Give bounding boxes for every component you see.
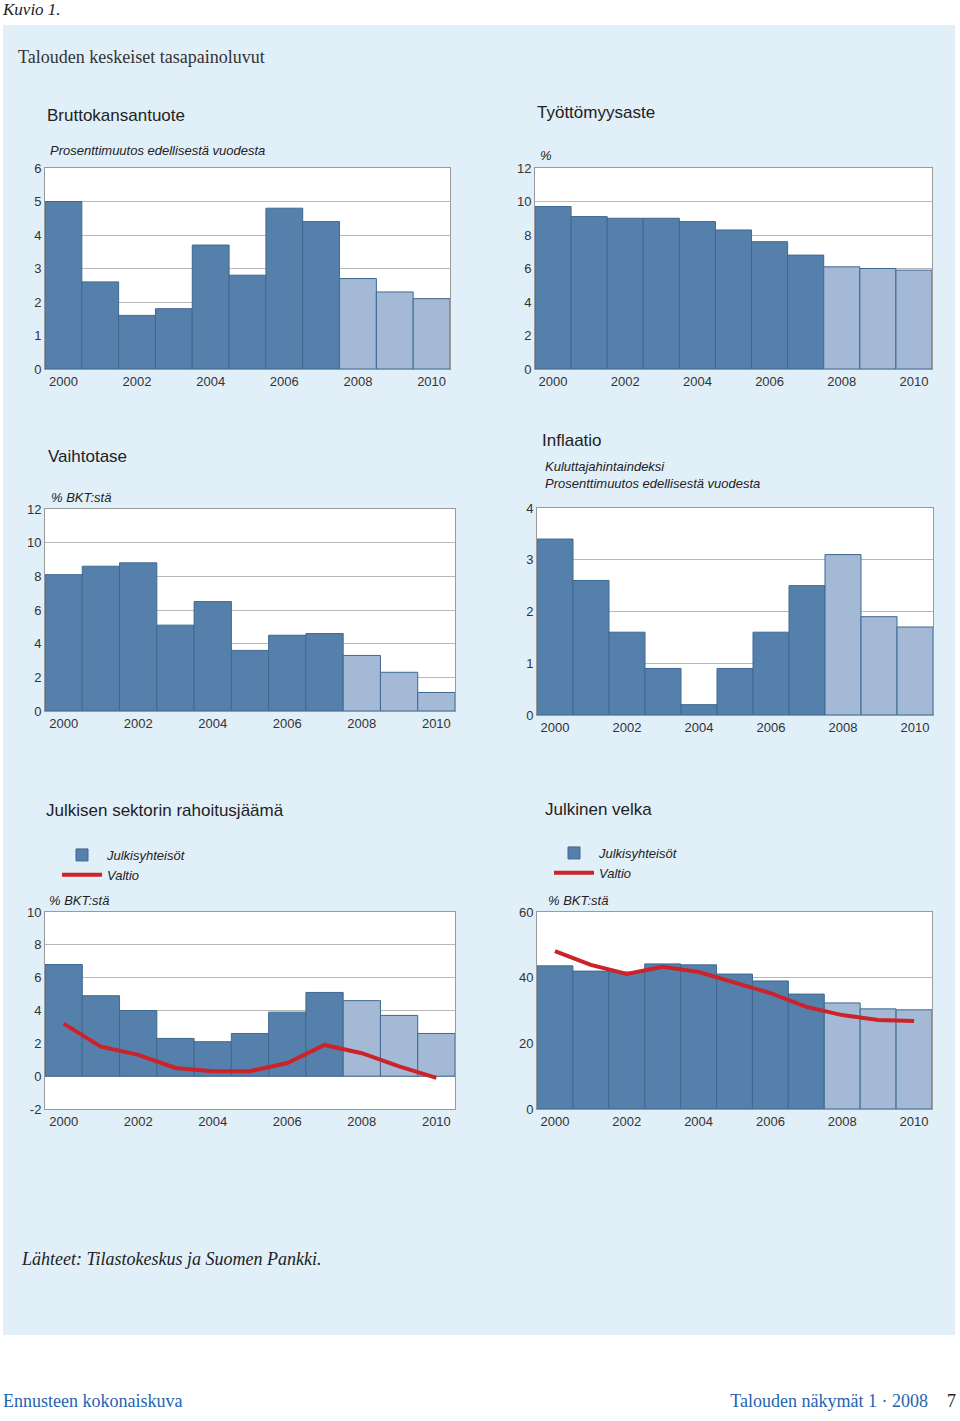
svg-text:4: 4 — [34, 228, 41, 243]
svg-text:2000: 2000 — [49, 374, 78, 389]
svg-text:Julkisyhteisöt: Julkisyhteisöt — [598, 846, 678, 861]
svg-text:% BKT:stä: % BKT:stä — [49, 893, 109, 908]
svg-text:KuluttajahintaindeksiProsentti: KuluttajahintaindeksiProsenttimuutos ede… — [545, 459, 760, 491]
svg-text:2008: 2008 — [829, 720, 858, 735]
svg-text:2006: 2006 — [757, 720, 786, 735]
html-text:Kuvio 1.: Kuvio 1. — [3, 0, 61, 19]
svg-text:10: 10 — [27, 905, 41, 920]
svg-text:2002: 2002 — [611, 374, 640, 389]
svg-text:2008: 2008 — [347, 716, 376, 731]
svg-text:6: 6 — [34, 970, 41, 985]
svg-text:6: 6 — [524, 261, 531, 276]
svg-text:2008: 2008 — [828, 1114, 857, 1129]
svg-text:% BKT:stä: % BKT:stä — [548, 893, 608, 908]
html-text:7: 7 — [947, 1391, 956, 1411]
svg-text:12: 12 — [517, 161, 531, 176]
svg-text:8: 8 — [34, 937, 41, 952]
svg-text:2000: 2000 — [49, 1114, 78, 1129]
svg-text:6: 6 — [34, 603, 41, 618]
svg-text:2010: 2010 — [899, 374, 928, 389]
svg-text:2: 2 — [526, 604, 533, 619]
svg-text:Prosenttimuutos edellisestä vu: Prosenttimuutos edellisestä vuodesta — [50, 143, 265, 158]
svg-text:%: % — [540, 148, 552, 163]
svg-text:0: 0 — [34, 1069, 41, 1084]
svg-text:Julkinen velka: Julkinen velka — [545, 800, 652, 819]
svg-text:12: 12 — [27, 502, 41, 517]
svg-text:10: 10 — [517, 194, 531, 209]
svg-text:2006: 2006 — [273, 1114, 302, 1129]
html-text:Ennusteen kokonaiskuva: Ennusteen kokonaiskuva — [3, 1391, 183, 1411]
svg-text:6: 6 — [34, 161, 41, 176]
html-text:Talouden keskeiset tasapainolu: Talouden keskeiset tasapainoluvut — [18, 47, 265, 67]
svg-text:4: 4 — [34, 636, 41, 651]
svg-text:2004: 2004 — [198, 1114, 227, 1129]
svg-text:40: 40 — [519, 970, 533, 985]
svg-text:2004: 2004 — [196, 374, 225, 389]
svg-text:2010: 2010 — [417, 374, 446, 389]
svg-text:10: 10 — [27, 535, 41, 550]
svg-text:2004: 2004 — [198, 716, 227, 731]
svg-text:2010: 2010 — [901, 720, 930, 735]
svg-text:20: 20 — [519, 1036, 533, 1051]
svg-text:5: 5 — [34, 194, 41, 209]
svg-text:2006: 2006 — [756, 1114, 785, 1129]
svg-text:2008: 2008 — [827, 374, 856, 389]
html-text:Lähteet: Tilastokeskus ja Suom: Lähteet: Tilastokeskus ja Suomen Pankki. — [22, 1249, 322, 1269]
svg-text:2002: 2002 — [612, 1114, 641, 1129]
svg-text:1: 1 — [34, 328, 41, 343]
svg-text:2000: 2000 — [539, 374, 568, 389]
svg-text:Julkisyhteisöt: Julkisyhteisöt — [106, 848, 186, 863]
svg-text:2: 2 — [524, 328, 531, 343]
svg-text:2002: 2002 — [123, 374, 152, 389]
svg-text:2006: 2006 — [755, 374, 784, 389]
svg-text:2: 2 — [34, 670, 41, 685]
svg-text:2006: 2006 — [273, 716, 302, 731]
svg-text:2004: 2004 — [684, 1114, 713, 1129]
svg-text:2000: 2000 — [540, 1114, 569, 1129]
svg-text:2010: 2010 — [900, 1114, 929, 1129]
svg-text:0: 0 — [524, 362, 531, 377]
svg-text:2008: 2008 — [347, 1114, 376, 1129]
svg-text:Vaihtotase: Vaihtotase — [48, 447, 127, 466]
svg-text:8: 8 — [34, 569, 41, 584]
svg-text:2002: 2002 — [124, 716, 153, 731]
svg-text:2004: 2004 — [683, 374, 712, 389]
svg-text:4: 4 — [526, 501, 533, 516]
svg-text:-2: -2 — [30, 1102, 42, 1117]
svg-text:3: 3 — [34, 261, 41, 276]
svg-text:2: 2 — [34, 1036, 41, 1051]
svg-text:0: 0 — [34, 362, 41, 377]
svg-text:0: 0 — [34, 704, 41, 719]
svg-text:4: 4 — [34, 1003, 41, 1018]
svg-text:60: 60 — [519, 905, 533, 920]
svg-text:0: 0 — [526, 1102, 533, 1117]
svg-text:2002: 2002 — [124, 1114, 153, 1129]
svg-text:0: 0 — [526, 708, 533, 723]
svg-text:Työttömyysaste: Työttömyysaste — [537, 103, 655, 122]
svg-text:1: 1 — [526, 656, 533, 671]
svg-text:% BKT:stä: % BKT:stä — [51, 490, 111, 505]
svg-text:Inflaatio: Inflaatio — [542, 431, 602, 450]
svg-text:4: 4 — [524, 295, 531, 310]
html-text:Talouden näkymät 1 · 2008: Talouden näkymät 1 · 2008 — [730, 1391, 928, 1411]
svg-text:2008: 2008 — [343, 374, 372, 389]
svg-text:2006: 2006 — [270, 374, 299, 389]
svg-text:8: 8 — [524, 228, 531, 243]
svg-text:2: 2 — [34, 295, 41, 310]
svg-text:Valtio: Valtio — [107, 868, 139, 883]
svg-text:2004: 2004 — [685, 720, 714, 735]
svg-text:2000: 2000 — [541, 720, 570, 735]
svg-text:2000: 2000 — [49, 716, 78, 731]
svg-text:2010: 2010 — [422, 716, 451, 731]
svg-text:2002: 2002 — [613, 720, 642, 735]
svg-text:2010: 2010 — [422, 1114, 451, 1129]
svg-text:Valtio: Valtio — [599, 866, 631, 881]
svg-text:3: 3 — [526, 552, 533, 567]
svg-text:Julkisen sektorin rahoitusjääm: Julkisen sektorin rahoitusjäämä — [46, 801, 284, 820]
svg-text:Bruttokansantuote: Bruttokansantuote — [47, 106, 185, 125]
